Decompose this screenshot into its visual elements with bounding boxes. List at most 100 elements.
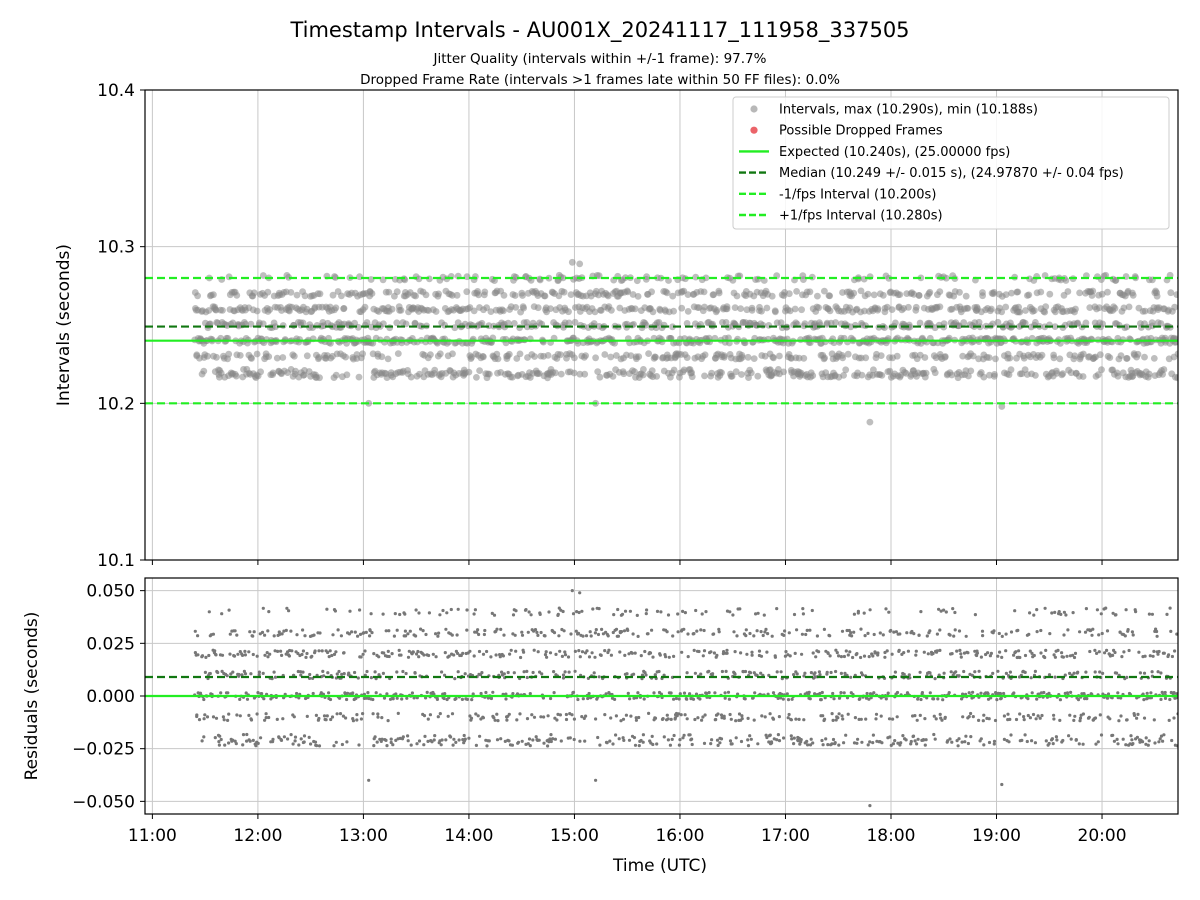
residual-point — [627, 738, 632, 742]
residual-point — [1012, 691, 1016, 695]
residual-point — [202, 717, 206, 721]
residual-point — [548, 737, 552, 741]
residual-point — [300, 652, 304, 657]
residual-point — [235, 633, 239, 637]
residual-point — [330, 715, 335, 719]
residual-point — [862, 654, 867, 658]
residual-point — [305, 651, 309, 656]
residual-point — [1111, 611, 1115, 615]
residual-point — [592, 671, 596, 675]
interval-point — [205, 307, 213, 314]
x-tick-label: 11:00 — [128, 826, 177, 846]
residual-point — [289, 733, 293, 737]
residual-point — [863, 634, 867, 638]
residual-point — [221, 715, 225, 719]
residual-point — [479, 691, 483, 696]
interval-point — [826, 292, 834, 300]
residual-point — [597, 607, 601, 611]
residual-point — [252, 630, 256, 634]
residual-point — [911, 734, 916, 738]
residual-point — [431, 652, 435, 656]
residual-point — [844, 649, 848, 653]
residual-point — [282, 735, 286, 739]
residual-point — [338, 696, 342, 700]
residual-point — [397, 648, 401, 653]
residual-point — [1112, 739, 1116, 743]
residual-point — [428, 713, 432, 717]
residual-point — [1162, 651, 1166, 655]
interval-point — [905, 303, 912, 311]
residual-point — [1136, 712, 1140, 717]
residual-point — [1142, 671, 1147, 675]
residual-point — [884, 607, 888, 611]
residual-point — [534, 735, 538, 739]
residual-point — [843, 671, 847, 675]
residual-point — [889, 628, 893, 633]
residual-point — [508, 652, 512, 656]
residual-point — [261, 671, 265, 676]
residual-point — [694, 608, 698, 613]
interval-point — [941, 353, 949, 360]
residual-point — [365, 669, 369, 674]
residual-point — [876, 651, 880, 655]
interval-point — [1022, 307, 1029, 314]
residual-point — [581, 634, 585, 638]
residual-point — [475, 630, 479, 634]
residual-point — [840, 629, 845, 633]
residual-point — [992, 739, 997, 743]
residual-point — [884, 697, 888, 701]
residual-point — [746, 738, 750, 742]
x-tick-label: 17:00 — [761, 826, 810, 846]
residual-point — [811, 651, 815, 655]
residual-point — [630, 651, 634, 655]
interval-point — [1106, 354, 1114, 361]
interval-point — [658, 338, 666, 346]
residual-point — [542, 715, 546, 719]
residual-point — [957, 674, 961, 678]
residual-point — [445, 611, 449, 615]
residual-point — [925, 634, 929, 638]
residual-point — [851, 655, 855, 660]
residual-point — [511, 692, 515, 696]
residual-point — [225, 674, 229, 678]
residual-point — [405, 696, 409, 700]
residual-point — [1150, 670, 1154, 674]
residual-point — [313, 649, 317, 653]
residual-point — [578, 739, 582, 743]
residual-point — [396, 711, 400, 716]
residual-point — [738, 607, 742, 611]
residual-point — [289, 629, 293, 633]
x-tick-label: 14:00 — [444, 826, 493, 846]
legend-entry-label: -1/fps Interval (10.200s) — [779, 187, 936, 202]
interval-point — [571, 318, 579, 326]
residual-point — [454, 696, 458, 701]
residual-point — [237, 672, 241, 677]
residual-point — [676, 630, 680, 634]
residual-point — [987, 740, 992, 745]
interval-point — [1002, 303, 1010, 311]
x-tick-label: 16:00 — [655, 826, 704, 846]
residual-point — [759, 671, 763, 675]
interval-point — [608, 306, 615, 314]
residual-point — [817, 650, 821, 654]
residual-point — [891, 742, 896, 746]
residual-point — [644, 673, 648, 677]
residual-point — [514, 609, 518, 613]
residual-point — [472, 654, 476, 658]
residual-point — [699, 672, 703, 676]
residual-point — [616, 607, 620, 612]
residual-point — [957, 737, 961, 741]
residual-point — [528, 692, 532, 696]
residual-point — [1091, 627, 1095, 631]
residual-point — [391, 743, 395, 747]
residual-point — [905, 631, 909, 635]
residual-point — [783, 629, 787, 633]
interval-point — [340, 305, 348, 312]
residual-point — [688, 733, 692, 737]
residual-point — [417, 611, 421, 615]
residual-point — [1157, 740, 1161, 744]
residual-point — [317, 649, 321, 653]
interval-point — [700, 288, 708, 296]
residual-point — [535, 630, 539, 635]
residual-point — [856, 737, 860, 741]
